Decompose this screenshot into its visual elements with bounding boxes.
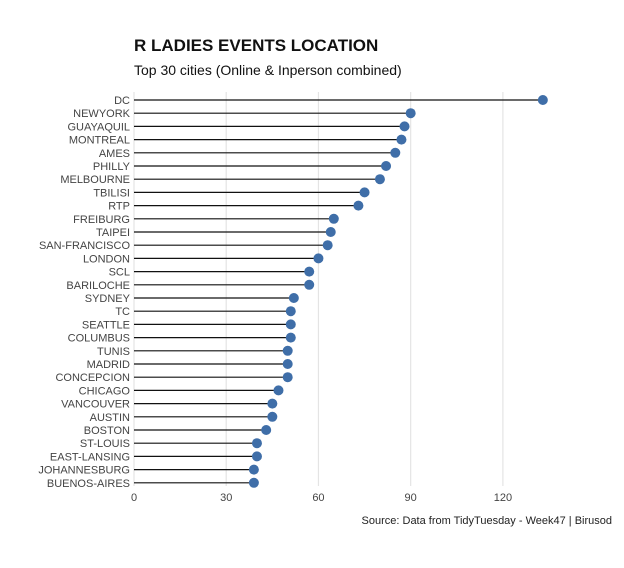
y-tick-label: SEATTLE — [82, 319, 130, 331]
lollipop-point — [267, 398, 278, 409]
lollipop-point — [285, 332, 296, 343]
lollipop-point — [282, 372, 293, 383]
lollipop-point — [313, 253, 324, 264]
lollipop-point — [285, 306, 296, 317]
y-tick-label: PHILLY — [93, 161, 131, 173]
lollipop-point — [359, 187, 370, 198]
lollipop-point — [285, 319, 296, 330]
lollipop-point — [304, 266, 315, 277]
lollipop-point — [405, 108, 416, 119]
lollipop-point — [396, 134, 407, 145]
y-tick-label: TUNIS — [97, 346, 130, 358]
x-tick-label: 90 — [405, 492, 417, 504]
lollipop-point — [251, 438, 262, 449]
lollipop-point — [537, 95, 548, 105]
chart-subtitle: Top 30 cities (Online & Inperson combine… — [134, 62, 402, 78]
lollipop-point — [399, 121, 410, 132]
y-tick-label: MADRID — [87, 359, 130, 371]
lollipop-point — [304, 279, 315, 290]
y-tick-label: SYDNEY — [85, 293, 131, 305]
y-tick-label: DC — [114, 95, 130, 107]
lollipop-point — [288, 293, 299, 303]
lollipop-point — [381, 161, 392, 171]
y-tick-label: AMES — [99, 148, 130, 160]
y-tick-label: AUSTIN — [90, 412, 130, 424]
y-tick-label: BOSTON — [84, 425, 130, 437]
x-tick-label: 60 — [312, 492, 324, 504]
lollipop-point — [267, 411, 278, 422]
y-tick-label: TAIPEI — [96, 227, 130, 239]
lollipop-point — [282, 345, 293, 356]
y-tick-label: EAST-LANSING — [50, 451, 130, 463]
y-tick-label: COLUMBUS — [68, 333, 130, 345]
y-tick-label: MELBOURNE — [60, 174, 130, 186]
y-tick-label: ST-LOUIS — [80, 438, 130, 450]
chart-caption: Source: Data from TidyTuesday - Week47 |… — [361, 515, 612, 527]
lollipop-point — [328, 213, 339, 224]
lollipop-point — [374, 174, 385, 185]
lollipop-point — [251, 451, 262, 462]
lollipop-point — [325, 227, 336, 237]
y-tick-label: CHICAGO — [79, 385, 131, 397]
y-tick-label: SCL — [109, 267, 130, 279]
lollipop-point — [248, 477, 259, 488]
lollipop-point — [390, 147, 401, 158]
y-tick-label: LONDON — [83, 253, 130, 265]
y-tick-label: NEWYORK — [73, 108, 131, 120]
y-tick-label: BARILOCHE — [66, 280, 130, 292]
lollipop-point — [353, 200, 364, 211]
y-tick-label: GUAYAQUIL — [67, 121, 130, 133]
y-tick-label: JOHANNESBURG — [38, 465, 130, 477]
x-tick-label: 120 — [494, 492, 512, 504]
lollipop-point — [261, 425, 272, 435]
y-tick-label: SAN-FRANCISCO — [39, 240, 131, 252]
y-tick-label: RTP — [108, 201, 130, 213]
y-tick-label: MONTREAL — [69, 135, 130, 147]
lollipop-point — [273, 385, 284, 396]
x-tick-label: 0 — [131, 492, 137, 504]
y-tick-label: BUENOS-AIRES — [47, 478, 130, 490]
lollipop-point — [248, 464, 259, 475]
y-tick-label: CONCEPCION — [55, 372, 130, 384]
y-tick-label: FREIBURG — [73, 214, 130, 226]
lollipop-point — [322, 240, 333, 251]
x-tick-label: 30 — [220, 492, 232, 504]
y-tick-label: TBILISI — [93, 187, 130, 199]
y-tick-label: VANCOUVER — [61, 399, 130, 411]
lollipop-point — [282, 359, 293, 369]
chart-title: R LADIES EVENTS LOCATION — [134, 36, 379, 55]
y-tick-label: TC — [115, 306, 130, 318]
